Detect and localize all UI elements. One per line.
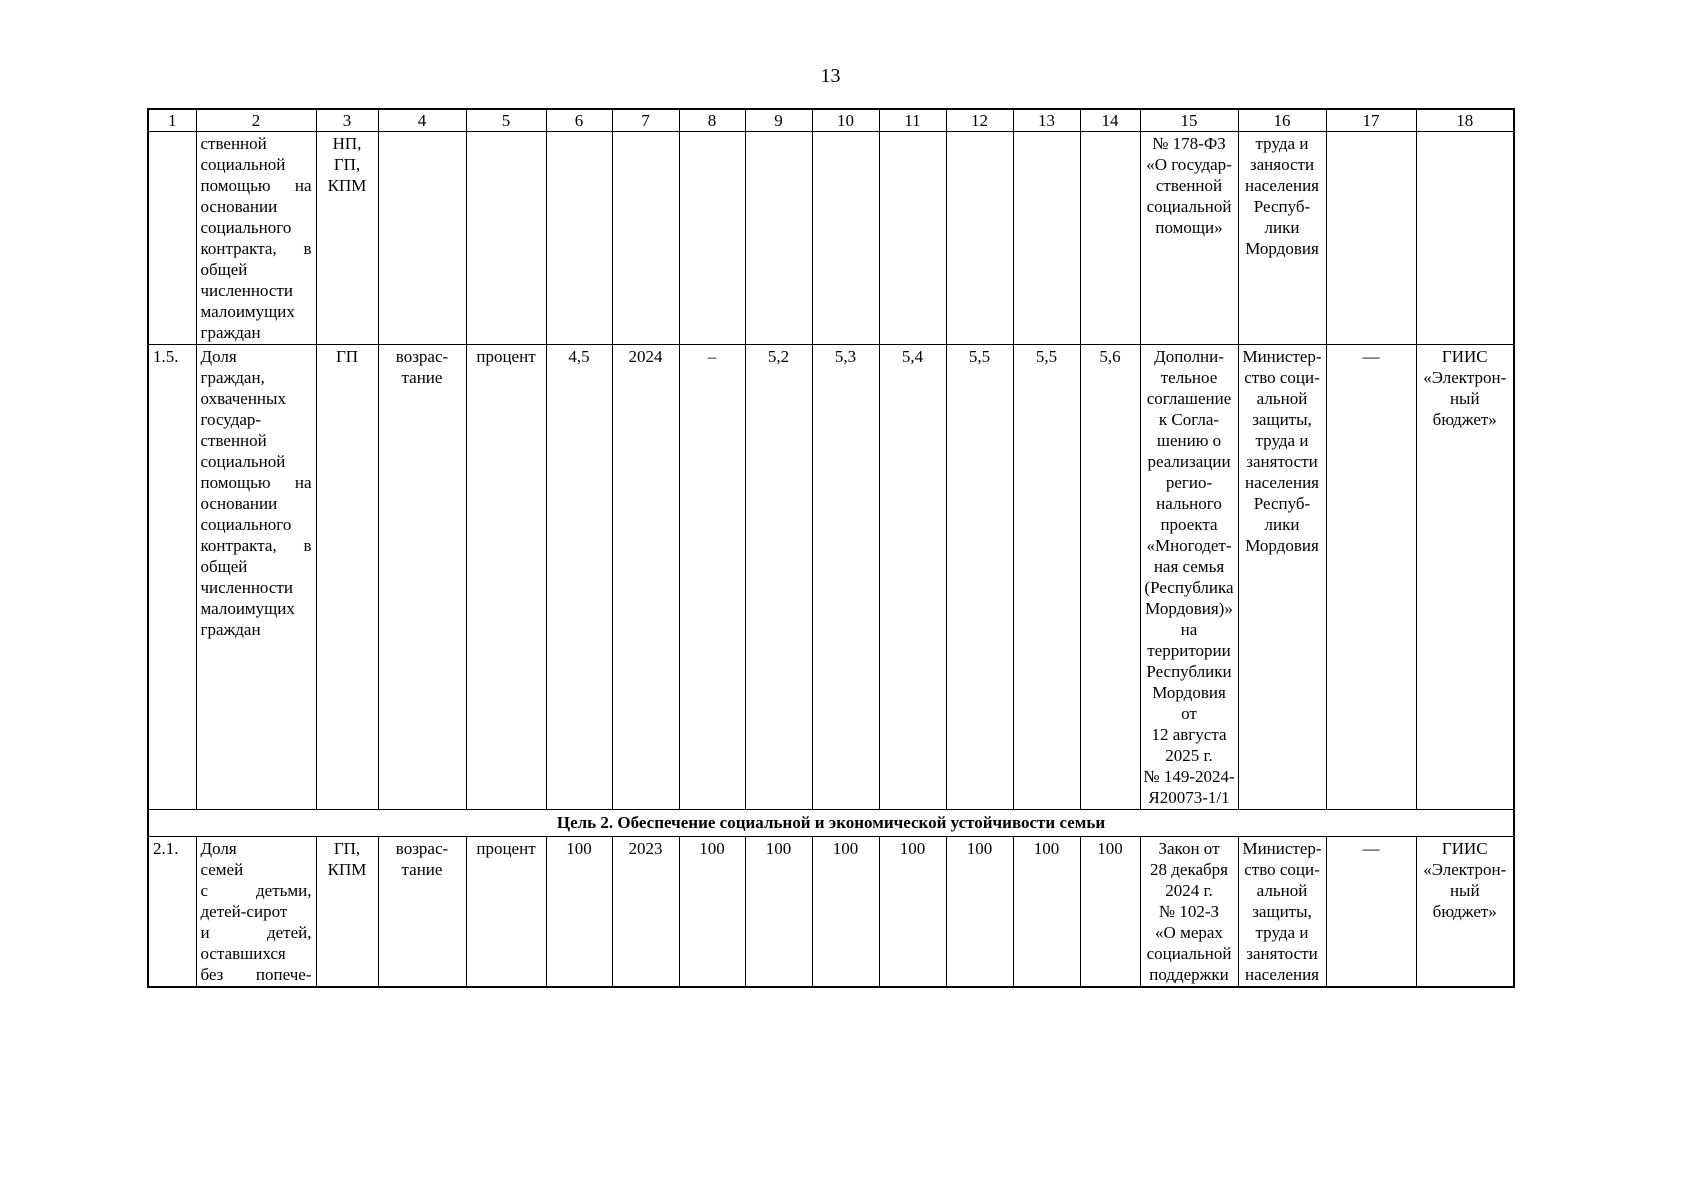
table-cell bbox=[744, 131, 813, 345]
table-cell: 5,2 bbox=[744, 344, 813, 810]
table-cell: 2024 bbox=[611, 344, 680, 810]
column-header: 8 bbox=[678, 108, 746, 132]
table-cell: 5,5 bbox=[1012, 344, 1081, 810]
table-cell: — bbox=[1325, 836, 1417, 988]
table-cell bbox=[377, 131, 467, 345]
column-header: 16 bbox=[1237, 108, 1327, 132]
table-cell: – bbox=[678, 344, 746, 810]
table-cell: Закон от 28 декабря 2024 г. № 102-З «О м… bbox=[1139, 836, 1239, 988]
table-cell: ГИИС «Электрон- ный бюджет» bbox=[1415, 836, 1515, 988]
table-cell: 5,3 bbox=[811, 344, 880, 810]
table-cell bbox=[1079, 131, 1141, 345]
table-header-row: 1 2 3 4 5 6 7 8 9 10 11 12 13 14 15 16 17 18 bbox=[147, 108, 1515, 132]
table-cell bbox=[1012, 131, 1081, 345]
column-header: 10 bbox=[811, 108, 880, 132]
table-cell: — bbox=[1325, 344, 1417, 810]
column-header: 3 bbox=[315, 108, 379, 132]
table-cell: 100 bbox=[811, 836, 880, 988]
table-cell: Министер- ство соци- альной защиты, труд… bbox=[1237, 344, 1327, 810]
column-header: 11 bbox=[878, 108, 947, 132]
table-cell: Дополни- тельное соглашение к Согла- шен… bbox=[1139, 344, 1239, 810]
table-cell: процент bbox=[465, 836, 547, 988]
row-1-4-continuation: ственной социальной помощью на основании… bbox=[147, 131, 1515, 345]
table-cell: 2023 bbox=[611, 836, 680, 988]
table-cell: НП, ГП, КПМ bbox=[315, 131, 379, 345]
table-cell: 100 bbox=[678, 836, 746, 988]
table-cell bbox=[811, 131, 880, 345]
table-cell: возрас- тание bbox=[377, 344, 467, 810]
table-cell: 100 bbox=[1079, 836, 1141, 988]
column-header: 18 bbox=[1415, 108, 1515, 132]
column-header: 1 bbox=[147, 108, 197, 132]
table-cell: Доля семей с детьми, детей-сирот и детей… bbox=[195, 836, 317, 988]
table-cell: труда и заняости населения Респуб- лики … bbox=[1237, 131, 1327, 345]
table-cell bbox=[465, 131, 547, 345]
table-cell: № 178-ФЗ «О государ- ственной социальной… bbox=[1139, 131, 1239, 345]
table-cell: 2.1. bbox=[147, 836, 197, 988]
table-cell: 1.5. bbox=[147, 344, 197, 810]
column-header: 14 bbox=[1079, 108, 1141, 132]
document-content: 13 1 2 3 4 5 6 7 8 9 10 11 12 13 14 15 16 17 18 ственной … bbox=[147, 65, 1515, 988]
table-cell bbox=[545, 131, 613, 345]
table-cell: 100 bbox=[744, 836, 813, 988]
column-header: 6 bbox=[545, 108, 613, 132]
table-cell: 100 bbox=[945, 836, 1014, 988]
table-cell bbox=[945, 131, 1014, 345]
section-header-cell: Цель 2. Обеспечение социальной и экономи… bbox=[147, 809, 1515, 837]
table-cell: ГИИС «Электрон- ный бюджет» bbox=[1415, 344, 1515, 810]
table-header: 1 2 3 4 5 6 7 8 9 10 11 12 13 14 15 16 17 18 bbox=[147, 108, 1515, 132]
table-cell: 5,5 bbox=[945, 344, 1014, 810]
table-cell: 100 bbox=[545, 836, 613, 988]
table-cell: 5,6 bbox=[1079, 344, 1141, 810]
table-cell: 4,5 bbox=[545, 344, 613, 810]
table-cell bbox=[678, 131, 746, 345]
row-2-1: 2.1. Доля семей с детьми, детей-сирот и д… bbox=[147, 836, 1515, 988]
table-cell: Министер- ство соци- альной защиты, труд… bbox=[1237, 836, 1327, 988]
table-cell: Доля граждан, охваченных государ- ственн… bbox=[195, 344, 317, 810]
row-1-5: 1.5. Доля граждан, охваченных государ- ст… bbox=[147, 344, 1515, 810]
table-cell: ственной социальной помощью на основании… bbox=[195, 131, 317, 345]
column-header: 7 bbox=[611, 108, 680, 132]
table-cell bbox=[1325, 131, 1417, 345]
column-header: 15 bbox=[1139, 108, 1239, 132]
table-cell: 5,4 bbox=[878, 344, 947, 810]
column-header: 2 bbox=[195, 108, 317, 132]
goal-2-section-row: Цель 2. Обеспечение социальной и экономи… bbox=[147, 809, 1515, 837]
table-cell: возрас- тание bbox=[377, 836, 467, 988]
table-cell: ГП bbox=[315, 344, 379, 810]
table-cell bbox=[878, 131, 947, 345]
indicators-table: 1 2 3 4 5 6 7 8 9 10 11 12 13 14 15 16 17 18 ственной соц… bbox=[147, 108, 1515, 988]
column-header: 4 bbox=[377, 108, 467, 132]
table-cell: 100 bbox=[878, 836, 947, 988]
table-cell bbox=[1415, 131, 1515, 345]
page-number: 13 bbox=[820, 65, 841, 87]
table-body: ственной социальной помощью на основании… bbox=[147, 131, 1515, 988]
table-cell bbox=[147, 131, 197, 345]
column-header: 13 bbox=[1012, 108, 1081, 132]
column-header: 9 bbox=[744, 108, 813, 132]
table-cell: процент bbox=[465, 344, 547, 810]
table-cell: 100 bbox=[1012, 836, 1081, 988]
column-header: 12 bbox=[945, 108, 1014, 132]
table-cell: ГП, КПМ bbox=[315, 836, 379, 988]
column-header: 17 bbox=[1325, 108, 1417, 132]
column-header: 5 bbox=[465, 108, 547, 132]
table-cell bbox=[611, 131, 680, 345]
